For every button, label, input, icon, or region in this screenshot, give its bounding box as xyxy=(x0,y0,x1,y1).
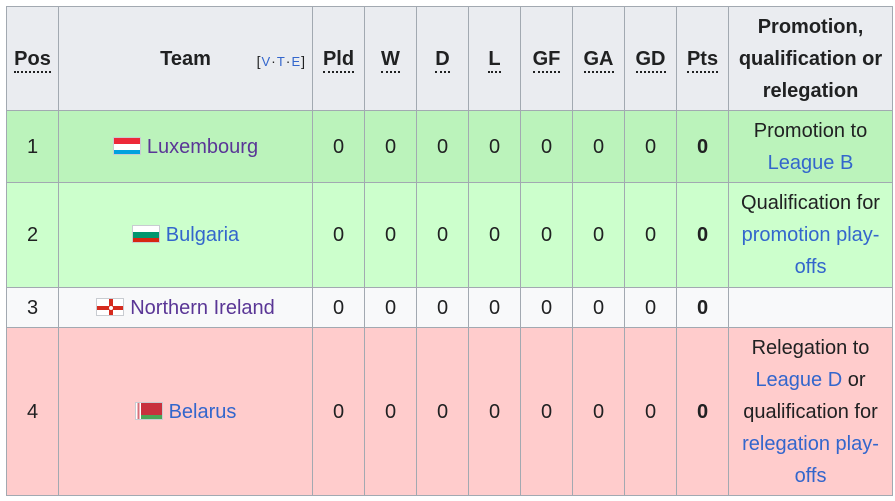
pts-cell: 0 xyxy=(676,327,729,496)
l-cell: 0 xyxy=(468,327,521,496)
luxembourg-flag-icon xyxy=(112,136,141,155)
d-cell: 0 xyxy=(416,327,469,496)
l-cell: 0 xyxy=(468,287,521,328)
northern-ireland-flag-icon xyxy=(96,297,125,316)
header-l[interactable]: L xyxy=(468,6,521,111)
ga-cell: 0 xyxy=(572,182,625,288)
d-cell: 0 xyxy=(416,182,469,288)
note-cell: Promotion to League B xyxy=(728,110,893,183)
pld-cell: 0 xyxy=(312,182,365,288)
bulgaria-flag-icon xyxy=(131,225,160,243)
table-row: 1 Luxembourg 0 0 0 0 0 0 0 0 Promotion t… xyxy=(6,110,893,183)
table-row: 4 Belarus 0 0 0 0 0 0 0 0 Relegation to … xyxy=(6,327,893,496)
w-cell: 0 xyxy=(364,327,417,496)
header-pts[interactable]: Pts xyxy=(676,6,729,111)
table-row: 3 Northern Ireland 0 0 0 0 0 0 0 0 xyxy=(6,287,893,328)
note-cell xyxy=(728,287,893,328)
header-team-label: Team xyxy=(160,47,211,70)
pld-cell: 0 xyxy=(312,287,365,328)
pts-cell: 0 xyxy=(676,287,729,328)
d-cell: 0 xyxy=(416,287,469,328)
note-cell: Qualification for promotion play-offs xyxy=(728,182,893,288)
gf-cell: 0 xyxy=(520,110,573,183)
header-pos[interactable]: Pos xyxy=(6,6,59,111)
header-d[interactable]: D xyxy=(416,6,469,111)
league-d-link[interactable]: League D xyxy=(755,368,843,391)
team-link[interactable]: Bulgaria xyxy=(165,224,240,246)
header-gd[interactable]: GD xyxy=(624,6,677,111)
pos-cell: 4 xyxy=(6,327,59,496)
team-link[interactable]: Belarus xyxy=(168,400,237,423)
header-note: Promotion, qualification or relegation xyxy=(728,6,893,111)
header-row: Pos Team [V·T·E] Pld W D L GF GA GD Pts … xyxy=(6,6,893,111)
ga-cell: 0 xyxy=(572,110,625,183)
promotion-play-offs-link[interactable]: promotion play-offs xyxy=(741,224,880,278)
header-team: Team [V·T·E] xyxy=(58,6,313,111)
d-cell: 0 xyxy=(416,110,469,183)
pld-cell: 0 xyxy=(312,110,365,183)
vte-edit-link[interactable]: E xyxy=(291,54,302,69)
header-gf[interactable]: GF xyxy=(520,6,573,111)
l-cell: 0 xyxy=(468,110,521,183)
w-cell: 0 xyxy=(364,182,417,288)
team-link[interactable]: Luxembourg xyxy=(146,135,259,158)
gd-cell: 0 xyxy=(624,287,677,328)
ga-cell: 0 xyxy=(572,287,625,328)
vte-view-link[interactable]: V xyxy=(261,54,272,69)
relegation-play-offs-link[interactable]: relegation play-offs xyxy=(742,432,879,487)
gd-cell: 0 xyxy=(624,110,677,183)
header-w[interactable]: W xyxy=(364,6,417,111)
note-cell: Relegation to League D or qualification … xyxy=(728,327,893,496)
gf-cell: 0 xyxy=(520,287,573,328)
team-cell: Belarus xyxy=(58,327,313,496)
pos-cell: 1 xyxy=(6,110,59,183)
team-cell: Luxembourg xyxy=(58,110,313,183)
table-row: 2 Bulgaria 0 0 0 0 0 0 0 0 Qualification… xyxy=(6,182,893,288)
pld-cell: 0 xyxy=(312,327,365,496)
w-cell: 0 xyxy=(364,287,417,328)
vte-navbox: [V·T·E] xyxy=(256,53,306,69)
standings-table: Pos Team [V·T·E] Pld W D L GF GA GD Pts … xyxy=(6,6,893,496)
pos-cell: 3 xyxy=(6,287,59,328)
header-pld[interactable]: Pld xyxy=(312,6,365,111)
pts-cell: 0 xyxy=(676,110,729,183)
belarus-flag-icon xyxy=(134,401,163,420)
gf-cell: 0 xyxy=(520,327,573,496)
pts-cell: 0 xyxy=(676,182,729,288)
ga-cell: 0 xyxy=(572,327,625,496)
gf-cell: 0 xyxy=(520,182,573,288)
team-cell: Northern Ireland xyxy=(58,287,313,328)
pos-cell: 2 xyxy=(6,182,59,288)
team-cell: Bulgaria xyxy=(58,182,313,288)
l-cell: 0 xyxy=(468,182,521,288)
w-cell: 0 xyxy=(364,110,417,183)
gd-cell: 0 xyxy=(624,182,677,288)
gd-cell: 0 xyxy=(624,327,677,496)
league-b-link[interactable]: League B xyxy=(767,151,854,174)
header-ga[interactable]: GA xyxy=(572,6,625,111)
team-link[interactable]: Northern Ireland xyxy=(130,296,275,319)
vte-talk-link[interactable]: T xyxy=(276,54,286,69)
